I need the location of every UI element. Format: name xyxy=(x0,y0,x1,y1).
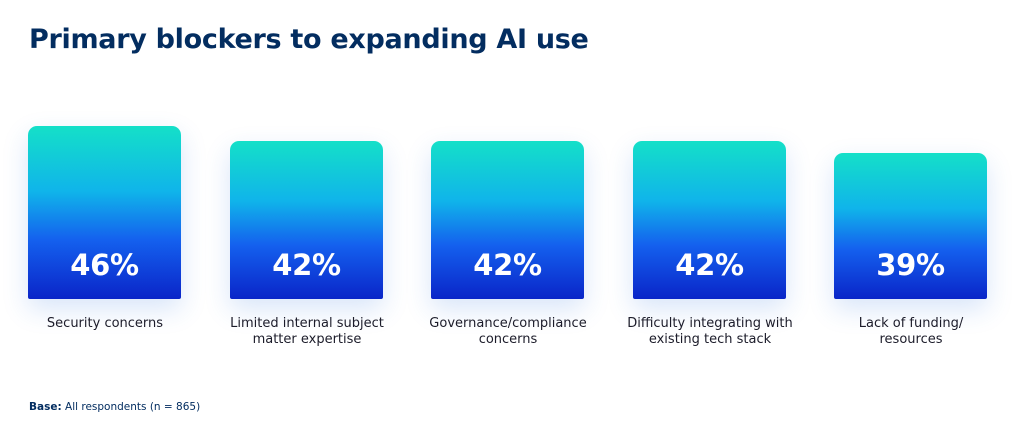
bar: 42% xyxy=(230,141,383,299)
bar-value-label: 39% xyxy=(876,248,945,282)
bar: 42% xyxy=(431,141,584,299)
category-label-line: Governance/compliance xyxy=(429,316,587,331)
footnote-label: Base: xyxy=(29,401,62,413)
bar: 46% xyxy=(28,126,181,299)
category-label-line: existing tech stack xyxy=(648,332,772,347)
category-label: Limited internal subject matter expertise xyxy=(212,316,402,348)
chart-title: Primary blockers to expanding AI use xyxy=(29,24,589,55)
category-label-line: Limited internal subject xyxy=(230,316,384,331)
category-label-line: matter expertise xyxy=(252,332,362,347)
category-label: Lack of funding/resources xyxy=(816,316,1006,348)
category-label-line: resources xyxy=(879,332,943,347)
bar: 39% xyxy=(834,153,987,299)
category-label-line: Security concerns xyxy=(46,316,164,331)
footnote-text: All respondents (n = 865) xyxy=(61,401,201,413)
category-label: Security concerns xyxy=(10,316,200,332)
bar-value-label: 46% xyxy=(70,248,139,282)
category-label-line: concerns xyxy=(478,332,538,347)
bar-value-label: 42% xyxy=(675,248,744,282)
footnote: Base: All respondents (n = 865) xyxy=(29,401,200,413)
bar-value-label: 42% xyxy=(473,248,542,282)
category-label-line: Difficulty integrating with xyxy=(627,316,793,331)
category-label-line: Lack of funding/ xyxy=(858,316,964,331)
category-label: Difficulty integrating with existing tech… xyxy=(615,316,805,348)
category-label: Governance/compliance concerns xyxy=(413,316,603,348)
bar-value-label: 42% xyxy=(272,248,341,282)
bar: 42% xyxy=(633,141,786,299)
